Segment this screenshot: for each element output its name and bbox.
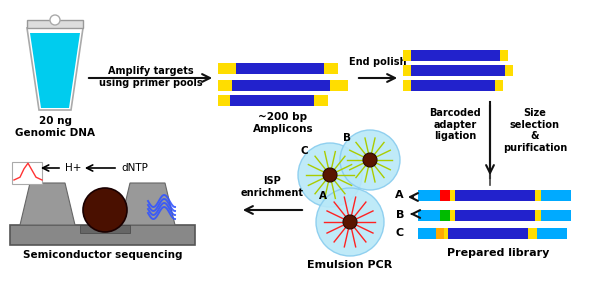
Circle shape [50, 15, 60, 25]
Polygon shape [30, 33, 80, 108]
Text: A: A [395, 190, 404, 200]
Circle shape [323, 168, 337, 182]
FancyBboxPatch shape [230, 95, 314, 106]
Circle shape [316, 188, 384, 256]
Text: A: A [319, 191, 327, 201]
Text: Amplify targets
using primer pools: Amplify targets using primer pools [98, 66, 202, 88]
Text: Prepared library: Prepared library [447, 248, 549, 258]
Circle shape [363, 153, 377, 167]
FancyBboxPatch shape [218, 80, 232, 91]
FancyBboxPatch shape [314, 95, 328, 106]
FancyBboxPatch shape [411, 50, 500, 61]
FancyBboxPatch shape [436, 227, 444, 238]
FancyBboxPatch shape [450, 189, 455, 200]
Circle shape [83, 188, 127, 232]
FancyBboxPatch shape [403, 65, 411, 76]
FancyBboxPatch shape [80, 225, 130, 233]
FancyBboxPatch shape [10, 225, 195, 245]
FancyBboxPatch shape [418, 210, 440, 221]
Text: B: B [395, 210, 404, 220]
FancyBboxPatch shape [403, 50, 411, 61]
Text: 20 ng
Genomic DNA: 20 ng Genomic DNA [15, 116, 95, 138]
FancyBboxPatch shape [455, 210, 535, 221]
Text: Emulsion PCR: Emulsion PCR [307, 260, 392, 270]
FancyBboxPatch shape [444, 227, 448, 238]
Polygon shape [27, 28, 83, 110]
FancyBboxPatch shape [537, 227, 567, 238]
Circle shape [340, 130, 400, 190]
Text: ISP
enrichment: ISP enrichment [241, 176, 304, 198]
FancyBboxPatch shape [533, 227, 537, 238]
FancyBboxPatch shape [418, 227, 436, 238]
Text: Semiconductor sequencing: Semiconductor sequencing [23, 250, 183, 260]
FancyBboxPatch shape [450, 210, 455, 221]
Text: C: C [396, 228, 404, 238]
Text: ~200 bp
Amplicons: ~200 bp Amplicons [253, 112, 313, 134]
FancyBboxPatch shape [330, 80, 348, 91]
FancyBboxPatch shape [505, 65, 513, 76]
FancyBboxPatch shape [541, 189, 571, 200]
Text: C: C [301, 146, 308, 156]
Text: dNTP: dNTP [121, 163, 148, 173]
Text: B: B [343, 133, 351, 143]
Circle shape [298, 143, 362, 207]
FancyBboxPatch shape [232, 80, 330, 91]
FancyBboxPatch shape [418, 189, 440, 200]
Text: H+: H+ [65, 163, 82, 173]
FancyBboxPatch shape [218, 95, 230, 106]
FancyBboxPatch shape [535, 189, 541, 200]
FancyBboxPatch shape [440, 210, 450, 221]
FancyBboxPatch shape [541, 210, 571, 221]
FancyBboxPatch shape [528, 227, 533, 238]
FancyBboxPatch shape [411, 80, 495, 91]
FancyBboxPatch shape [218, 62, 236, 73]
FancyBboxPatch shape [455, 189, 535, 200]
Polygon shape [27, 20, 83, 28]
FancyBboxPatch shape [324, 62, 338, 73]
FancyBboxPatch shape [411, 65, 505, 76]
FancyBboxPatch shape [495, 80, 503, 91]
Circle shape [343, 215, 357, 229]
FancyBboxPatch shape [403, 80, 411, 91]
FancyBboxPatch shape [236, 62, 324, 73]
FancyBboxPatch shape [535, 210, 541, 221]
FancyBboxPatch shape [12, 162, 42, 184]
FancyBboxPatch shape [440, 189, 450, 200]
Text: End polish: End polish [349, 57, 407, 67]
Text: Barcoded
adapter
ligation: Barcoded adapter ligation [429, 108, 481, 141]
FancyBboxPatch shape [500, 50, 508, 61]
FancyBboxPatch shape [448, 227, 528, 238]
Polygon shape [20, 183, 75, 225]
Polygon shape [120, 183, 175, 225]
Text: Size
selection
&
purification: Size selection & purification [503, 108, 567, 153]
